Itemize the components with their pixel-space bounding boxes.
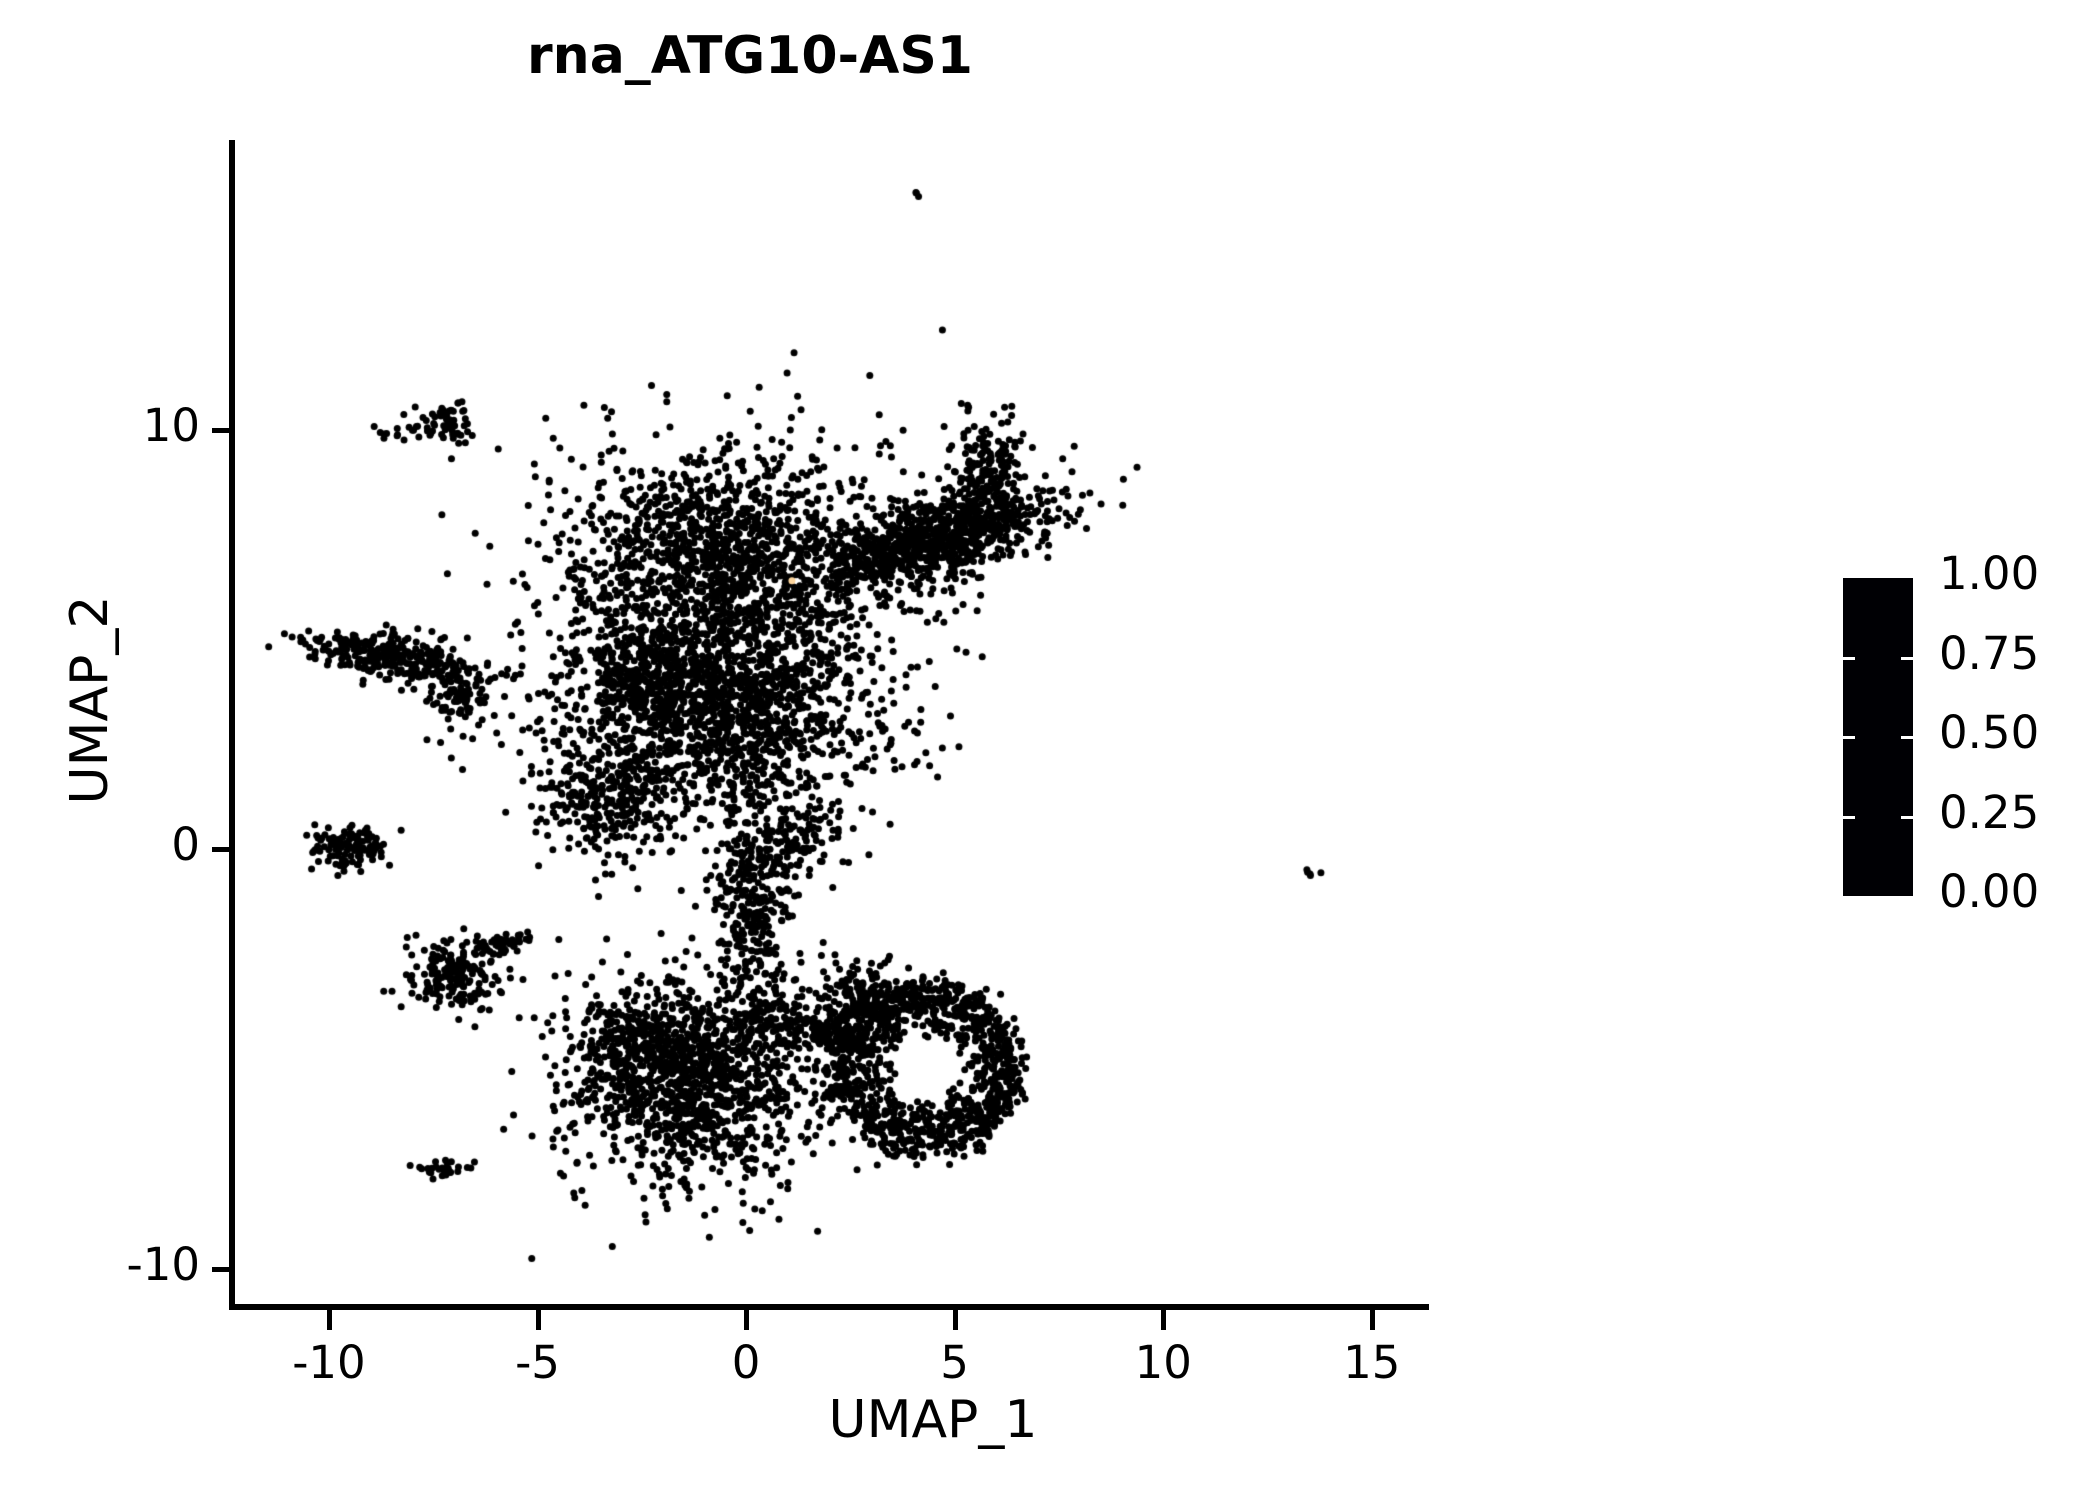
page-title: rna_ATG10-AS1: [527, 26, 973, 86]
y-tick-label: -10: [126, 1238, 201, 1292]
y-tick-mark: [212, 1267, 230, 1273]
x-tick-label: 15: [1343, 1336, 1401, 1389]
x-axis-spine: [233, 1304, 1429, 1310]
colorbar-tick-mark: [1843, 736, 1855, 739]
x-tick-label: -10: [292, 1336, 366, 1389]
colorbar-tick-mark: [1901, 656, 1913, 660]
y-tick-label: 10: [142, 398, 200, 452]
scatter-canvas: [233, 140, 1426, 1307]
colorbar-tick-mark: [1843, 815, 1855, 819]
x-axis-label: UMAP_1: [828, 1390, 1038, 1450]
x-tick-label: 10: [1134, 1336, 1192, 1389]
colorbar-tick-label: 0.75: [1939, 626, 2040, 680]
colorbar-tick-mark: [1901, 736, 1913, 739]
x-tick-label: -5: [515, 1336, 560, 1389]
y-axis-label: UMAP_2: [60, 595, 120, 805]
y-tick-label: 0: [171, 818, 200, 872]
y-axis-spine: [229, 140, 235, 1310]
colorbar-tick-label: 0.50: [1939, 706, 2040, 759]
x-tick-mark: [744, 1310, 750, 1330]
x-tick-label: 5: [940, 1336, 969, 1389]
x-tick-mark: [1161, 1310, 1167, 1330]
y-tick-mark: [212, 427, 230, 433]
colorbar-tick-label: 1.00: [1939, 547, 2040, 600]
colorbar-tick-mark: [1843, 656, 1855, 660]
colorbar-tick-label: 0.25: [1939, 785, 2040, 839]
colorbar-tick-label: 0.00: [1939, 865, 2040, 918]
y-tick-mark: [212, 847, 230, 853]
x-tick-mark: [326, 1310, 332, 1330]
x-tick-mark: [952, 1310, 958, 1330]
x-tick-mark: [1369, 1310, 1375, 1330]
x-tick-mark: [535, 1310, 541, 1330]
plot-area: [233, 140, 1426, 1307]
x-tick-label: 0: [731, 1336, 761, 1389]
colorbar-tick-mark: [1901, 815, 1913, 819]
